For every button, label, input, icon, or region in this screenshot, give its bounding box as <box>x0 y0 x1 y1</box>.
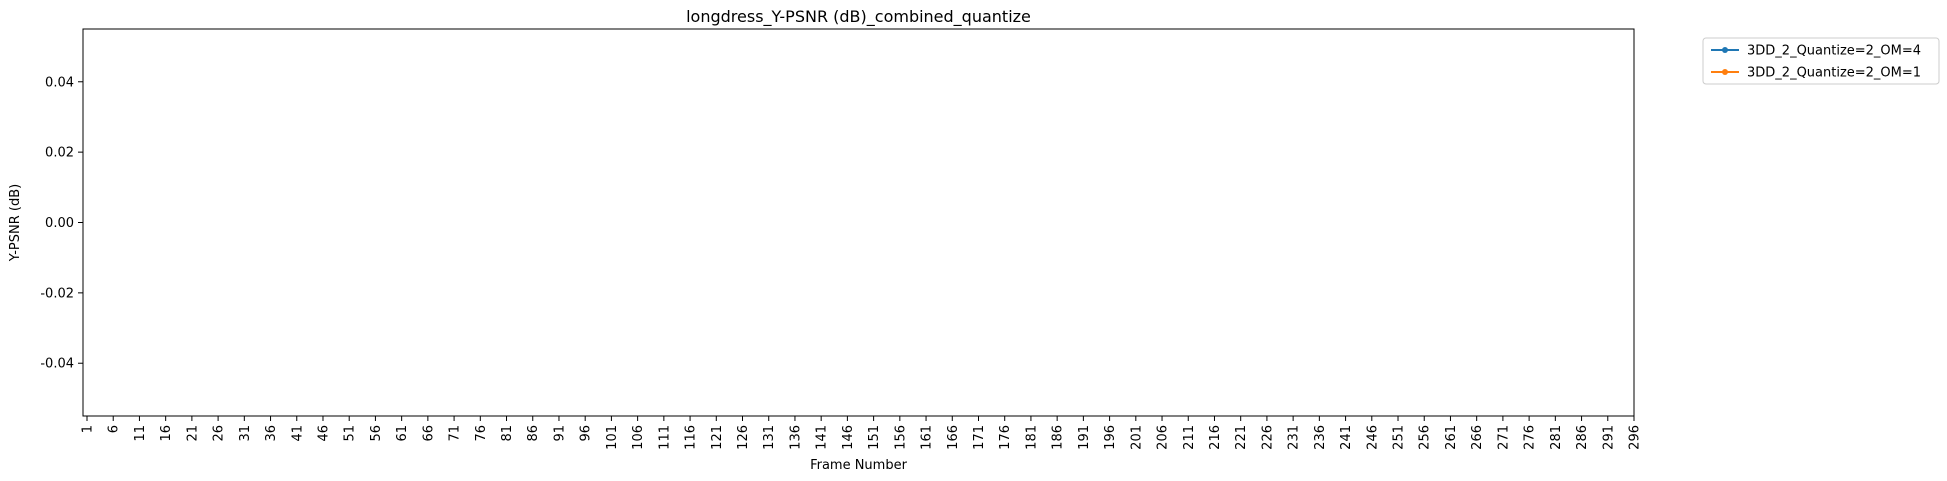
x-tick-label: 66 <box>421 425 436 442</box>
x-tick-label: 251 <box>1392 425 1407 450</box>
y-axis-label: Y-PSNR (dB) <box>8 184 23 262</box>
chart-title: longdress_Y-PSNR (dB)_combined_quantize <box>686 7 1031 27</box>
legend-box <box>1702 37 1940 85</box>
x-tick-label: 146 <box>841 425 856 450</box>
x-tick-label: 176 <box>998 425 1013 450</box>
x-tick-label: 286 <box>1575 425 1590 450</box>
x-tick-label: 201 <box>1129 425 1144 450</box>
x-tick-label: 116 <box>684 425 699 450</box>
x-tick-label: 206 <box>1156 425 1171 450</box>
x-tick-label: 231 <box>1287 425 1302 450</box>
x-tick-label: 166 <box>946 425 961 450</box>
legend-label: 3DD_2_Quantize=2_OM=4 <box>1747 44 1921 59</box>
x-tick-label: 221 <box>1234 425 1249 450</box>
x-tick-label: 241 <box>1339 425 1354 450</box>
x-tick-label: 41 <box>290 425 305 442</box>
y-tick-label: 0.02 <box>45 146 74 161</box>
x-tick-label: 86 <box>526 425 541 442</box>
x-tick-label: 26 <box>212 425 227 442</box>
y-tick-label: 0.00 <box>45 216 74 231</box>
x-tick-label: 281 <box>1549 425 1564 450</box>
x-tick-label: 296 <box>1628 425 1643 450</box>
x-tick-label: 61 <box>395 425 410 442</box>
x-axis-label: Frame Number <box>810 458 908 473</box>
x-tick-label: 151 <box>867 425 882 450</box>
x-tick-label: 181 <box>1024 425 1039 450</box>
x-tick-label: 16 <box>159 425 174 442</box>
x-tick-label: 276 <box>1523 425 1538 450</box>
x-tick-label: 261 <box>1444 425 1459 450</box>
x-tick-label: 156 <box>893 425 908 450</box>
x-tick-label: 271 <box>1496 425 1511 450</box>
x-tick-label: 246 <box>1365 425 1380 450</box>
x-tick-label: 71 <box>448 425 463 442</box>
x-tick-label: 171 <box>972 425 987 450</box>
x-tick-label: 51 <box>343 425 358 442</box>
x-tick-label: 196 <box>1103 425 1118 450</box>
x-tick-label: 256 <box>1418 425 1433 450</box>
x-tick-label: 11 <box>133 425 148 442</box>
x-axis: 1 6 11 16 21 26 31 36 41 46 51 56 61 66 71 76 81 86 91 96 10… <box>81 416 1643 450</box>
x-tick-label: 136 <box>788 425 803 450</box>
x-tick-label: 36 <box>264 425 279 442</box>
x-tick-label: 111 <box>657 425 672 450</box>
y-tick-label: -0.04 <box>40 357 74 372</box>
x-tick-label: 291 <box>1601 425 1616 450</box>
x-tick-label: 76 <box>474 425 489 442</box>
legend: 3DD_2_Quantize=2_OM=4 3DD_2_Quantize=2_OM… <box>1702 37 1940 85</box>
x-tick-label: 81 <box>500 425 515 442</box>
x-tick-label: 211 <box>1182 425 1197 450</box>
x-tick-label: 161 <box>920 425 935 450</box>
x-tick-label: 216 <box>1208 425 1223 450</box>
x-tick-label: 121 <box>710 425 725 450</box>
x-tick-label: 6 <box>107 425 122 433</box>
x-tick-label: 191 <box>1077 425 1092 450</box>
legend-marker <box>1722 47 1728 53</box>
x-tick-label: 226 <box>1260 425 1275 450</box>
legend-label: 3DD_2_Quantize=2_OM=1 <box>1747 66 1921 81</box>
x-tick-label: 101 <box>605 425 620 450</box>
plot-area <box>82 28 1635 417</box>
x-tick-label: 106 <box>631 425 646 450</box>
y-axis: -0.04 -0.02 0.00 0.02 0.04 <box>40 75 83 372</box>
y-tick-label: 0.04 <box>45 75 74 90</box>
x-tick-label: 56 <box>369 425 384 442</box>
x-tick-label: 266 <box>1470 425 1485 450</box>
x-tick-label: 141 <box>815 425 830 450</box>
x-tick-label: 236 <box>1313 425 1328 450</box>
legend-marker <box>1722 69 1728 75</box>
x-tick-label: 91 <box>552 425 567 442</box>
x-tick-label: 21 <box>185 425 200 442</box>
x-tick-label: 1 <box>81 425 96 433</box>
x-tick-label: 186 <box>1051 425 1066 450</box>
x-tick-label: 31 <box>238 425 253 442</box>
y-tick-label: -0.02 <box>40 286 74 301</box>
x-tick-label: 46 <box>316 425 331 442</box>
x-tick-label: 131 <box>762 425 777 450</box>
x-tick-label: 96 <box>579 425 594 442</box>
x-tick-label: 126 <box>736 425 751 450</box>
